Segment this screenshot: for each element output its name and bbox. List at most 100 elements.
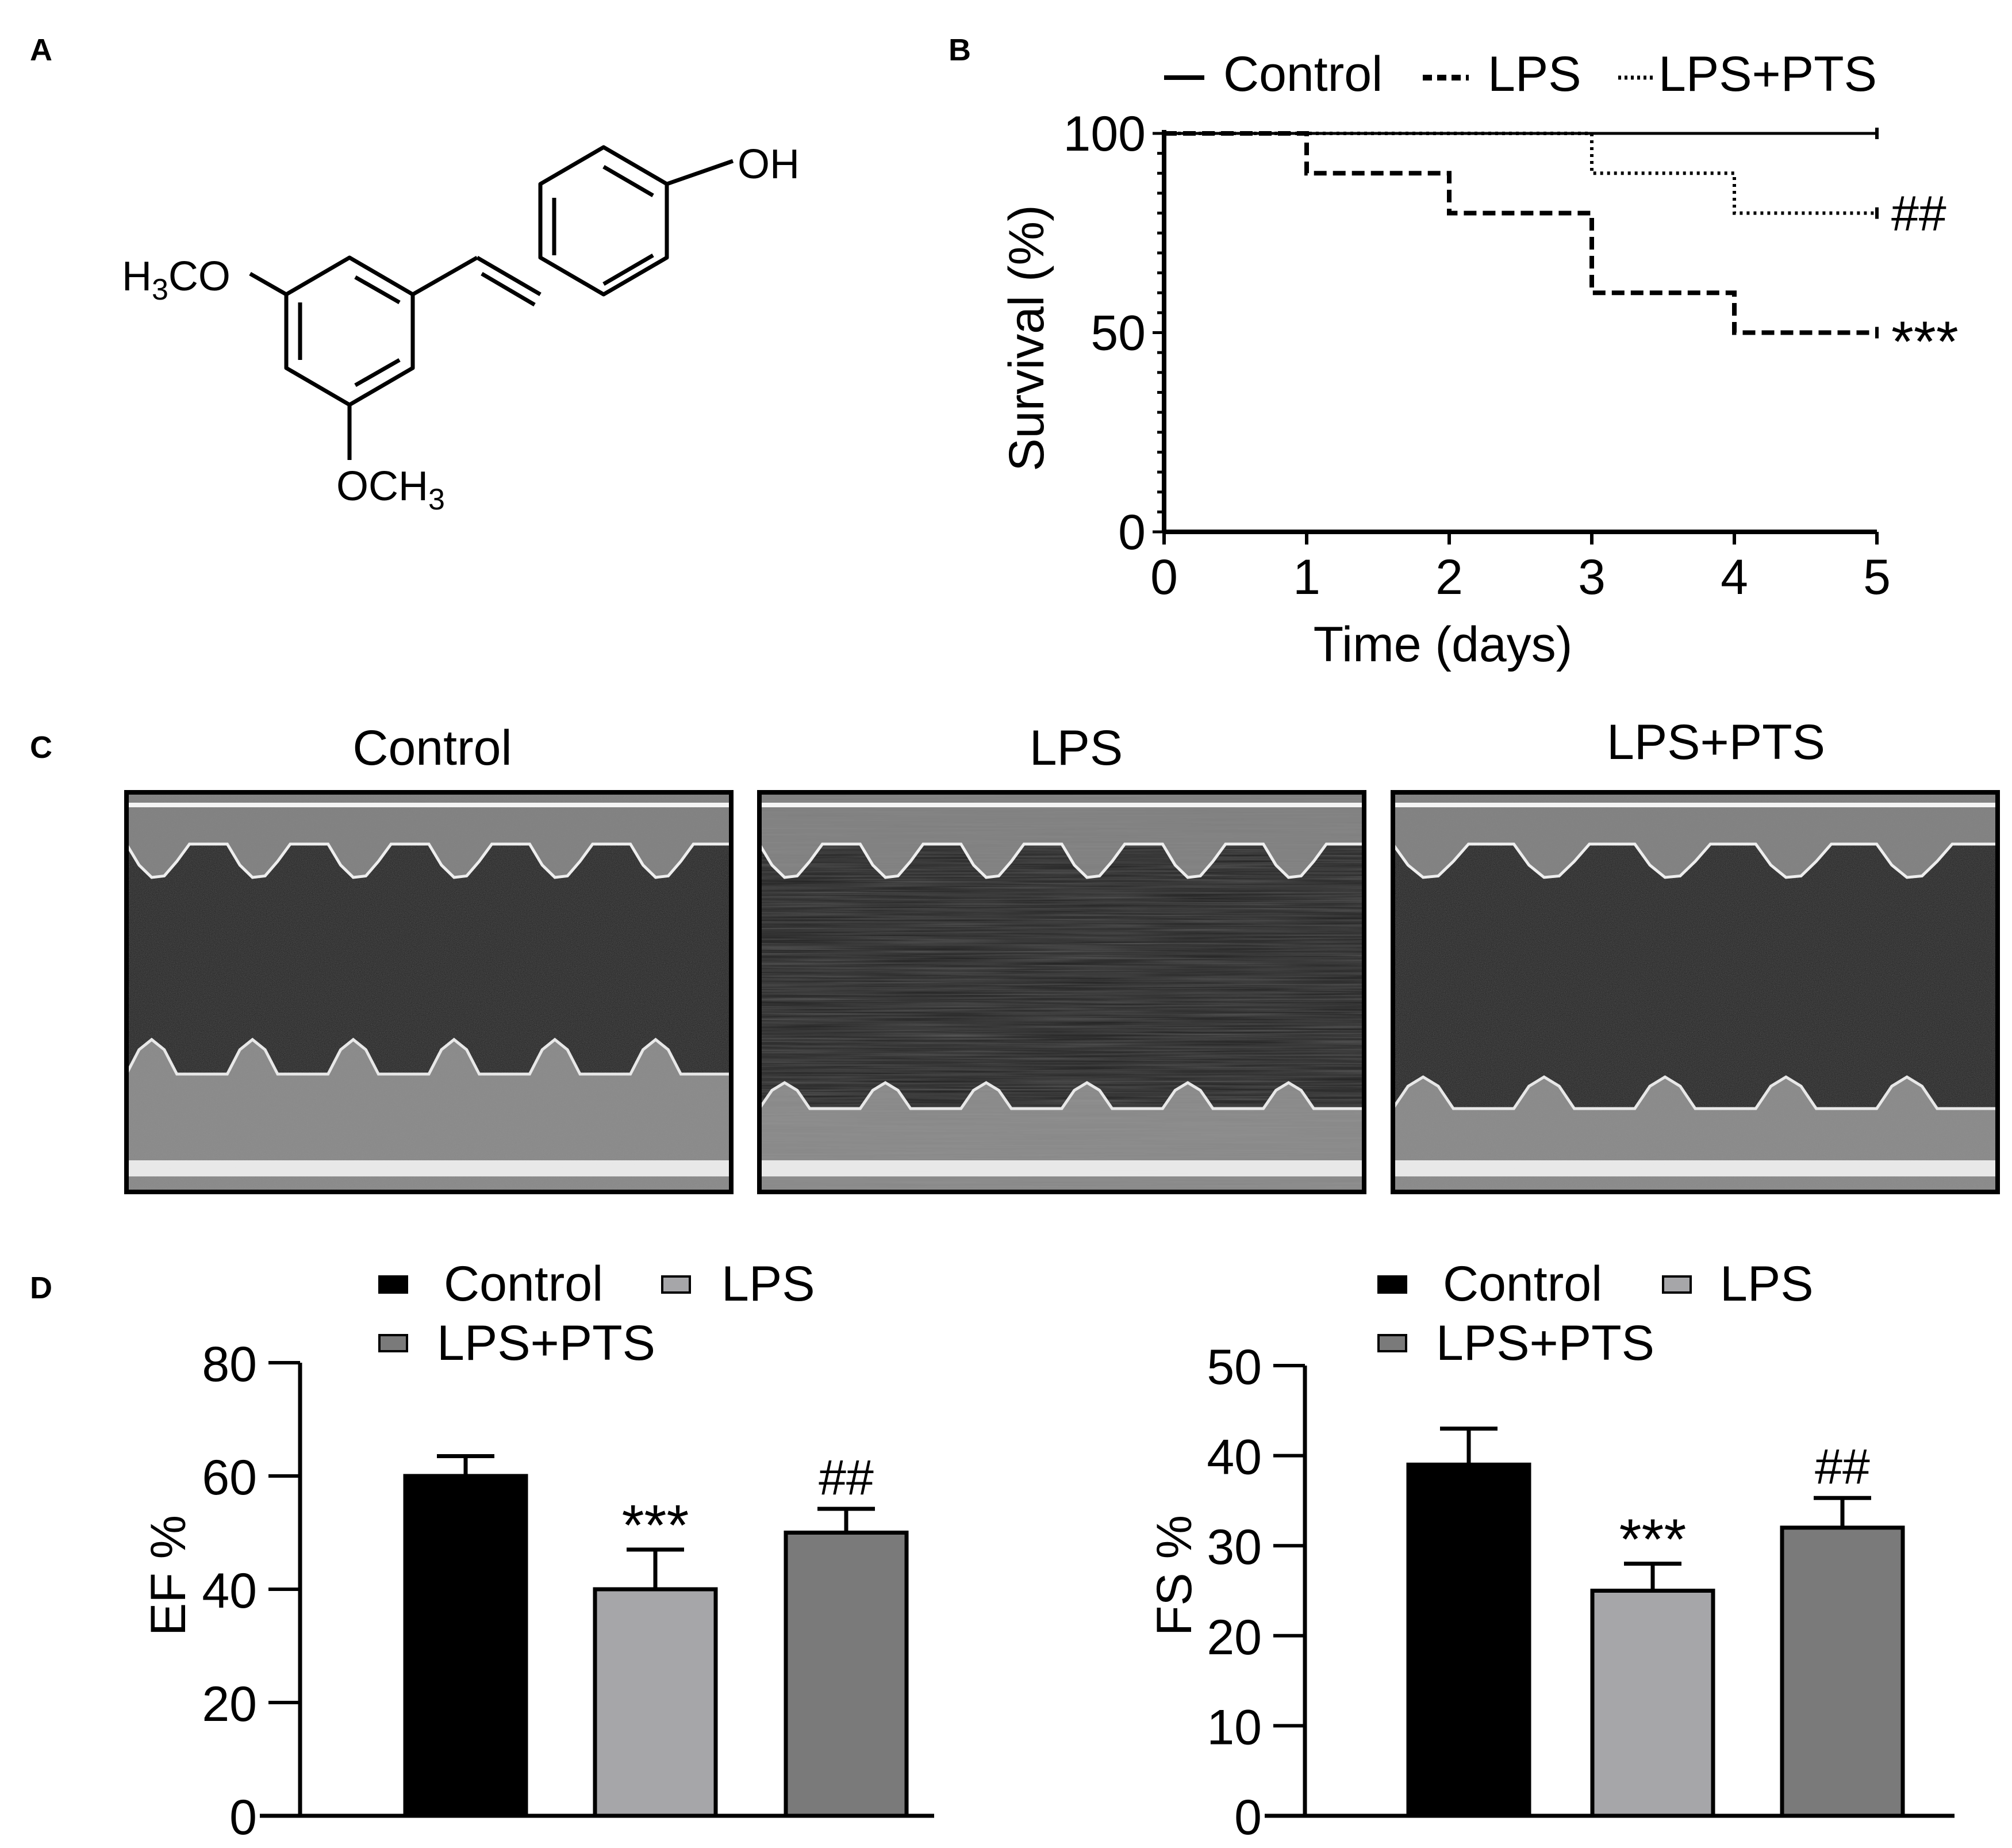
ef-significance-label: ## <box>819 1450 874 1505</box>
survival-line-lps-pts <box>1164 132 1877 215</box>
fs-y-tick-label: 0 <box>1234 1790 1262 1845</box>
vinyl-bond <box>412 255 478 297</box>
ef-significance-label: *** <box>622 1493 689 1558</box>
survival-x-tick-label: 1 <box>1293 550 1320 605</box>
survival-y-tick-label: 50 <box>1091 306 1146 361</box>
echo-top-bright-line <box>126 803 731 807</box>
echocardiography-panel: Control LPS LPS+PTS <box>124 715 2000 1194</box>
fs-y-tick-label: 40 <box>1207 1430 1262 1485</box>
survival-y-axis-label: Survival (%) <box>999 205 1054 471</box>
survival-chart: Control LPS LPS+PTS 0 50 100 0 1 2 3 4 5 *** ## Su… <box>999 47 1959 672</box>
ef-y-axis-label: EF % <box>141 1515 196 1636</box>
echo-title-lps: LPS <box>1030 720 1123 776</box>
echo-image-lps-content <box>759 792 1364 1192</box>
survival-legend: Control LPS LPS+PTS <box>1164 47 1877 102</box>
benzene-ring-left <box>284 255 415 407</box>
echo-lower-wall-edge <box>759 1081 1364 1192</box>
structure-och3: OCH3 <box>336 463 445 516</box>
fs-y-tick-label: 10 <box>1207 1700 1262 1755</box>
echo-title-control: Control <box>352 720 512 776</box>
fs-legend-label-lps-pts: LPS+PTS <box>1436 1316 1654 1371</box>
survival-significance-label: ## <box>1891 186 1946 241</box>
fs-bar-lps-pts <box>1780 1525 1905 1818</box>
ef-legend-swatch-control <box>378 1275 408 1294</box>
echo-image-lps <box>757 790 1366 1194</box>
benzene-ring-right <box>538 145 669 297</box>
echo-bottom-bright-band <box>1393 1160 1998 1176</box>
survival-y-tick-label: 0 <box>1118 505 1146 560</box>
legend-label-lps: LPS <box>1488 47 1581 102</box>
ef-y-tick-label: 40 <box>202 1563 257 1619</box>
fs-legend-swatch-lps-pts <box>1377 1334 1407 1352</box>
echo-frame <box>757 790 1366 1194</box>
fs-legend-label-lps: LPS <box>1720 1256 1814 1312</box>
structure-h3co: H3CO <box>122 254 231 306</box>
survival-line-lps <box>1164 131 1877 335</box>
echo-frame <box>1391 790 2000 1194</box>
echo-upper-wall-edge <box>759 792 1364 879</box>
ef-legend-label-lps: LPS <box>721 1256 815 1312</box>
fs-legend-swatch-control <box>1377 1275 1407 1294</box>
ef-bar-chart: Control LPS LPS+PTS 0 20 40 60 80 *** ## EF % <box>141 1256 934 1845</box>
echo-title-lps-pts: LPS+PTS <box>1607 715 1825 770</box>
echo-bottom-bright-band <box>126 1160 731 1176</box>
echo-upper-wall-edge <box>1393 792 1998 879</box>
fs-y-tick-label: 50 <box>1207 1340 1262 1395</box>
ef-legend-label-control: Control <box>444 1256 603 1312</box>
ef-bar-lps-pts <box>784 1531 909 1818</box>
fs-bar-control <box>1406 1462 1531 1818</box>
panel-label-a: A <box>30 33 52 67</box>
survival-significance-label: *** <box>1891 310 1959 374</box>
echo-top-bright-line <box>759 803 1364 807</box>
legend-label-lps-pts: LPS+PTS <box>1658 47 1877 102</box>
legend-label-control: Control <box>1223 47 1383 102</box>
fs-legend: Control LPS LPS+PTS <box>1377 1256 1814 1371</box>
ef-y-tick-label: 20 <box>202 1677 257 1732</box>
survival-x-tick-label: 3 <box>1578 550 1606 605</box>
echo-upper-wall-edge <box>126 792 731 879</box>
ef-bar-control <box>403 1474 528 1818</box>
structure-oh: OH <box>738 141 800 187</box>
echo-image-lps-pts <box>1391 790 2000 1194</box>
echo-upper-wall <box>1393 792 1998 877</box>
fs-legend-swatch-lps <box>1662 1275 1692 1294</box>
fs-bar-lps <box>1590 1589 1715 1818</box>
survival-x-tick-label: 5 <box>1863 550 1891 605</box>
survival-y-tick-label: 100 <box>1063 106 1146 162</box>
survival-x-axis-label: Time (days) <box>1314 617 1573 672</box>
fs-y-tick-label: 20 <box>1207 1610 1262 1665</box>
fs-bar-chart: Control LPS LPS+PTS 0 10 20 30 40 50 *** ## FS … <box>1147 1256 1955 1845</box>
ef-legend: Control LPS LPS+PTS <box>378 1256 815 1371</box>
ef-y-tick-label: 80 <box>202 1337 257 1392</box>
fs-legend-label-control: Control <box>1443 1256 1602 1312</box>
ef-legend-label-lps-pts: LPS+PTS <box>437 1316 655 1371</box>
echo-image-control-content <box>126 792 731 1192</box>
echo-image-lps-pts-content <box>1393 792 1998 1192</box>
chemical-structure <box>249 145 734 460</box>
ef-legend-swatch-lps <box>661 1275 691 1294</box>
survival-x-tick-label: 0 <box>1150 550 1178 605</box>
echo-upper-wall <box>126 792 731 877</box>
survival-x-tick-label: 4 <box>1721 550 1748 605</box>
echo-upper-wall <box>759 792 1364 877</box>
panel-label-d: D <box>30 1271 52 1305</box>
ef-bar-lps <box>593 1587 718 1818</box>
echo-lower-wall-edge <box>126 1037 731 1192</box>
fs-y-tick-label: 30 <box>1207 1520 1262 1575</box>
echo-frame <box>124 790 734 1194</box>
panel-label-b: B <box>949 33 971 67</box>
echo-image-control <box>124 790 734 1194</box>
ef-y-tick-label: 0 <box>229 1790 257 1845</box>
echo-bottom-bright-band <box>759 1160 1364 1176</box>
fs-y-axis-label: FS % <box>1147 1515 1202 1636</box>
echo-lower-wall-edge <box>1393 1075 1998 1192</box>
fs-significance-label: ## <box>1815 1439 1870 1494</box>
echo-lower-wall <box>126 1040 731 1192</box>
ef-y-tick-label: 60 <box>202 1450 257 1505</box>
echo-top-bright-line <box>1393 803 1998 807</box>
panel-label-c: C <box>30 730 52 765</box>
fs-significance-label: *** <box>1619 1508 1687 1572</box>
survival-x-tick-label: 2 <box>1435 550 1463 605</box>
ef-legend-swatch-lps-pts <box>378 1334 408 1352</box>
